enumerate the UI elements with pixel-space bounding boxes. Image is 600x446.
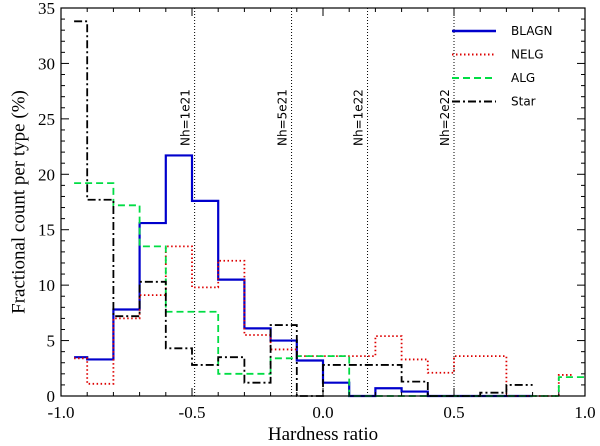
nh-reference-label: Nh=2e22 xyxy=(438,89,452,146)
y-tick-label: 5 xyxy=(47,332,56,351)
nh-reference-label: Nh=1e22 xyxy=(352,89,366,146)
y-tick-label: 15 xyxy=(38,221,55,240)
ticks-layer xyxy=(60,7,586,397)
legend-label-blagn: BLAGN xyxy=(511,24,552,38)
vertical-line-layer: Nh=1e21 Nh=5e21 Nh=1e22 Nh=2e22 xyxy=(179,8,455,396)
series-layer xyxy=(74,20,585,398)
y-axis-title: Fractional count per type (%) xyxy=(9,90,30,314)
x-axis-title: Hardness ratio xyxy=(268,424,378,445)
nh-reference-label: Nh=1e21 xyxy=(179,89,193,146)
x-tick-label: 0.0 xyxy=(312,403,333,422)
plot-frame xyxy=(60,7,586,397)
x-tick-label: -1.0 xyxy=(48,403,75,422)
legend: BLAGN NELG ALG Star xyxy=(452,24,552,109)
legend-label-star: Star xyxy=(511,95,536,109)
x-tick-label: 1.0 xyxy=(574,403,595,422)
x-tick-label: -0.5 xyxy=(179,403,206,422)
series-line-star xyxy=(74,20,533,397)
y-tick-label: 35 xyxy=(38,0,55,18)
legend-label-nelg: NELG xyxy=(511,48,544,62)
x-tick-label: 0.5 xyxy=(443,403,464,422)
y-tick-label: 25 xyxy=(38,110,55,129)
y-tick-label: 30 xyxy=(38,54,55,73)
y-tick-label: 20 xyxy=(38,165,55,184)
series-line-blagn xyxy=(74,154,533,398)
nh-reference-label: Nh=5e21 xyxy=(276,89,290,146)
y-tick-label: 0 xyxy=(47,387,56,406)
y-tick-label: 10 xyxy=(38,276,55,295)
labels-layer: -1.0 -0.5 0.0 0.5 1.0 0 5 10 15 20 25 30 35 xyxy=(38,0,596,422)
legend-label-alg: ALG xyxy=(511,71,535,85)
